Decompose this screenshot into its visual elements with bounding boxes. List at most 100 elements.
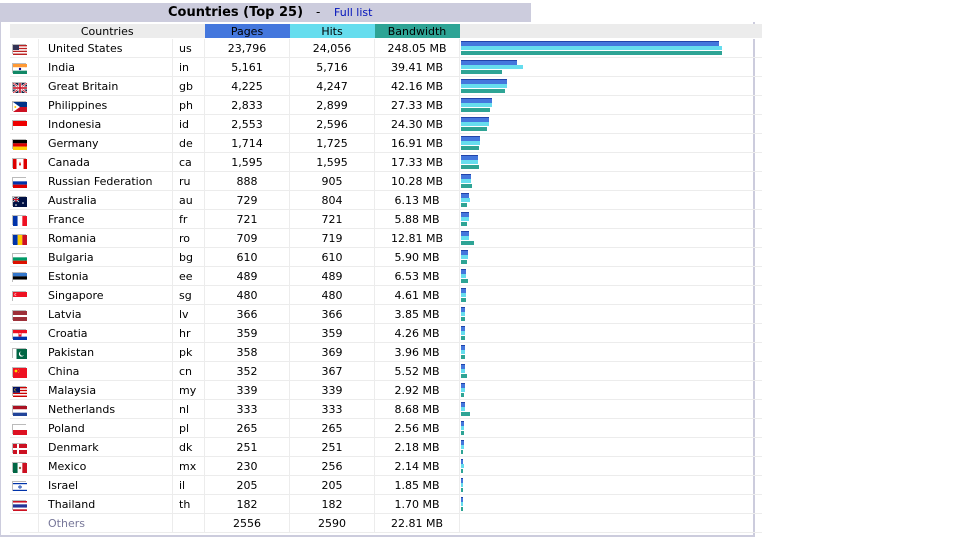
bandwidth-value: 4.26 MB [374,323,460,343]
flag-cell [10,418,39,438]
table-row: Croatia hr 359 359 4.26 MB [10,323,762,343]
hits-bar [461,255,468,259]
hits-bar [461,84,507,88]
country-name: United States [38,38,173,58]
bandwidth-value: 5.88 MB [374,209,460,229]
title-separator: - [316,5,321,19]
hits-bar [461,407,465,411]
bandwidth-value: 6.53 MB [374,266,460,286]
bar-group [461,325,762,341]
hits-value: 24,056 [289,38,375,58]
bandwidth-value: 12.81 MB [374,228,460,248]
full-list-link[interactable]: Full list [334,6,373,19]
graph-cell [459,266,762,286]
table-row: Latvia lv 366 366 3.85 MB [10,304,762,324]
bandwidth-value: 22.81 MB [374,513,460,533]
hits-value: 4,247 [289,76,375,96]
country-name: Australia [38,190,173,210]
table-row: India in 5,161 5,716 39.41 MB [10,57,762,77]
pages-value: 709 [204,228,290,248]
bandwidth-value: 248.05 MB [374,38,460,58]
hits-column-header: Hits [289,24,375,39]
hits-value: 1,725 [289,133,375,153]
hits-value: 367 [289,361,375,381]
bandwidth-value: 1.70 MB [374,494,460,514]
pages-value: 2556 [204,513,290,533]
country-code: mx [172,456,205,476]
flag-cell [10,323,39,343]
bandwidth-value: 6.13 MB [374,190,460,210]
country-name: Croatia [38,323,173,343]
country-code: us [172,38,205,58]
hits-value: 905 [289,171,375,191]
us-flag-icon [12,43,27,55]
bandwidth-value: 8.68 MB [374,399,460,419]
country-name: Philippines [38,95,173,115]
country-code: th [172,494,205,514]
section-title-bar: Countries (Top 25) - Full list [0,3,531,22]
flag-cell [10,437,39,457]
pages-value: 205 [204,475,290,495]
graph-cell [459,475,762,495]
hits-bar [461,388,465,392]
bandwidth-value: 39.41 MB [374,57,460,77]
graph-cell [459,133,762,153]
country-name: Russian Federation [38,171,173,191]
bar-group [461,344,762,360]
bandwidth-bar [461,507,463,511]
pages-value: 366 [204,304,290,324]
country-name: France [38,209,173,229]
table-row: Mexico mx 230 256 2.14 MB [10,456,762,476]
bandwidth-value: 10.28 MB [374,171,460,191]
bandwidth-bar [461,298,466,302]
in-flag-icon [12,62,27,74]
table-row: Philippines ph 2,833 2,899 27.33 MB [10,95,762,115]
bandwidth-bar [461,393,464,397]
section-title: Countries (Top 25) [168,5,304,20]
bar-group [461,401,762,417]
hits-value: 339 [289,380,375,400]
graph-cell [459,323,762,343]
hits-value: 366 [289,304,375,324]
pages-value: 230 [204,456,290,476]
bandwidth-bar [461,203,467,207]
flag-cell [10,171,39,191]
flag-cell [10,190,39,210]
pages-value: 729 [204,190,290,210]
country-code: au [172,190,205,210]
hits-bar [461,369,465,373]
graph-cell [459,399,762,419]
table-row: Australia au 729 804 6.13 MB [10,190,762,210]
hits-bar [461,198,470,202]
country-code [172,513,205,533]
pages-value: 339 [204,380,290,400]
graph-cell [459,171,762,191]
bandwidth-value: 2.92 MB [374,380,460,400]
table-row: Thailand th 182 182 1.70 MB [10,494,762,514]
bandwidth-bar [461,317,465,321]
pages-bar [461,269,466,274]
hits-value: 2590 [289,513,375,533]
il-flag-icon [12,480,27,492]
bandwidth-bar [461,450,463,454]
flag-cell [10,494,39,514]
pages-value: 2,553 [204,114,290,134]
bandwidth-bar [461,488,463,492]
bar-group [461,135,762,151]
graph-cell [459,38,762,58]
pages-bar [461,497,463,502]
hits-value: 489 [289,266,375,286]
graph-column-header [459,24,762,39]
flag-cell [10,152,39,172]
country-code: fr [172,209,205,229]
country-name: Indonesia [38,114,173,134]
bandwidth-bar [461,374,467,378]
graph-cell [459,76,762,96]
bandwidth-bar [461,51,722,55]
pages-value: 888 [204,171,290,191]
bandwidth-value: 27.33 MB [374,95,460,115]
pk-flag-icon [12,347,27,359]
bar-group [461,97,762,113]
bandwidth-bar [461,241,474,245]
de-flag-icon [12,138,27,150]
